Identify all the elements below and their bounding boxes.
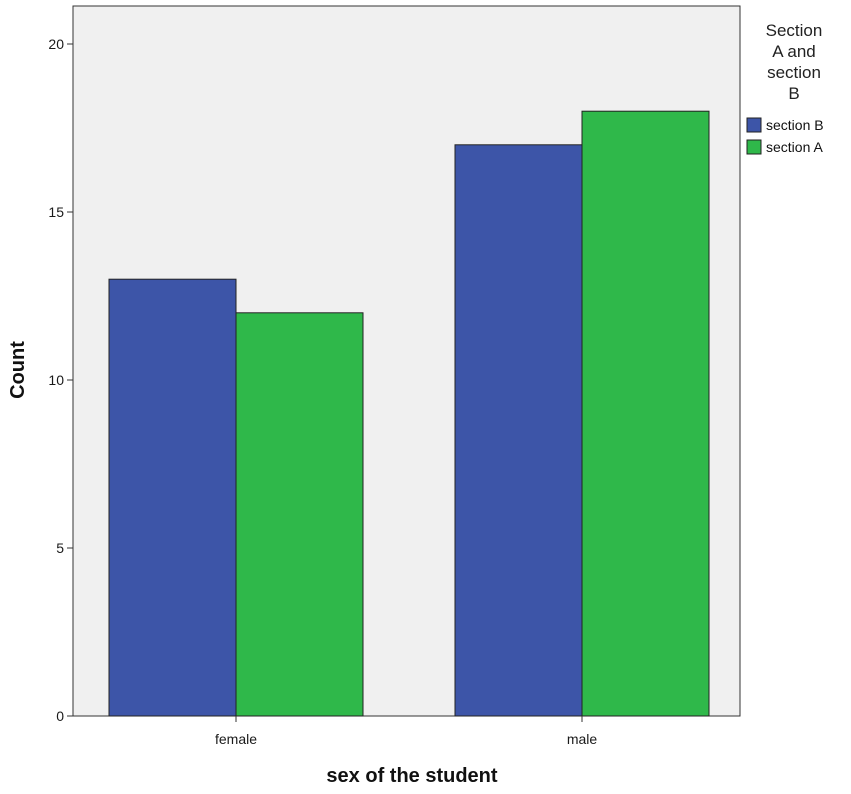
y-tick-label: 20 bbox=[48, 36, 64, 52]
bar-female-section-A bbox=[235, 312, 364, 717]
legend-swatch-section-A bbox=[746, 139, 762, 155]
x-axis: female male bbox=[215, 716, 597, 747]
x-tick-label: male bbox=[567, 731, 598, 747]
legend-label: section A bbox=[766, 139, 823, 155]
bar-male-section-A bbox=[581, 110, 710, 717]
y-axis: 0 5 10 15 20 bbox=[48, 36, 73, 724]
y-tick-label: 0 bbox=[56, 708, 64, 724]
bar-female-section-B bbox=[108, 278, 237, 717]
y-tick-label: 5 bbox=[56, 540, 64, 556]
y-axis-title: Count bbox=[7, 341, 29, 399]
legend-label: section B bbox=[766, 117, 824, 133]
legend-title-line: Section bbox=[766, 21, 823, 40]
bars-group bbox=[108, 110, 710, 717]
bar-male-section-B bbox=[454, 144, 583, 717]
legend-title-line: section bbox=[767, 63, 821, 82]
x-tick-label: female bbox=[215, 731, 257, 747]
x-axis-title: sex of the student bbox=[326, 765, 497, 787]
y-tick-label: 10 bbox=[48, 372, 64, 388]
y-tick-label: 15 bbox=[48, 204, 64, 220]
legend-swatch-section-B bbox=[746, 117, 762, 133]
legend-title-line: A and bbox=[772, 42, 816, 61]
legend-title-line: B bbox=[788, 84, 799, 103]
